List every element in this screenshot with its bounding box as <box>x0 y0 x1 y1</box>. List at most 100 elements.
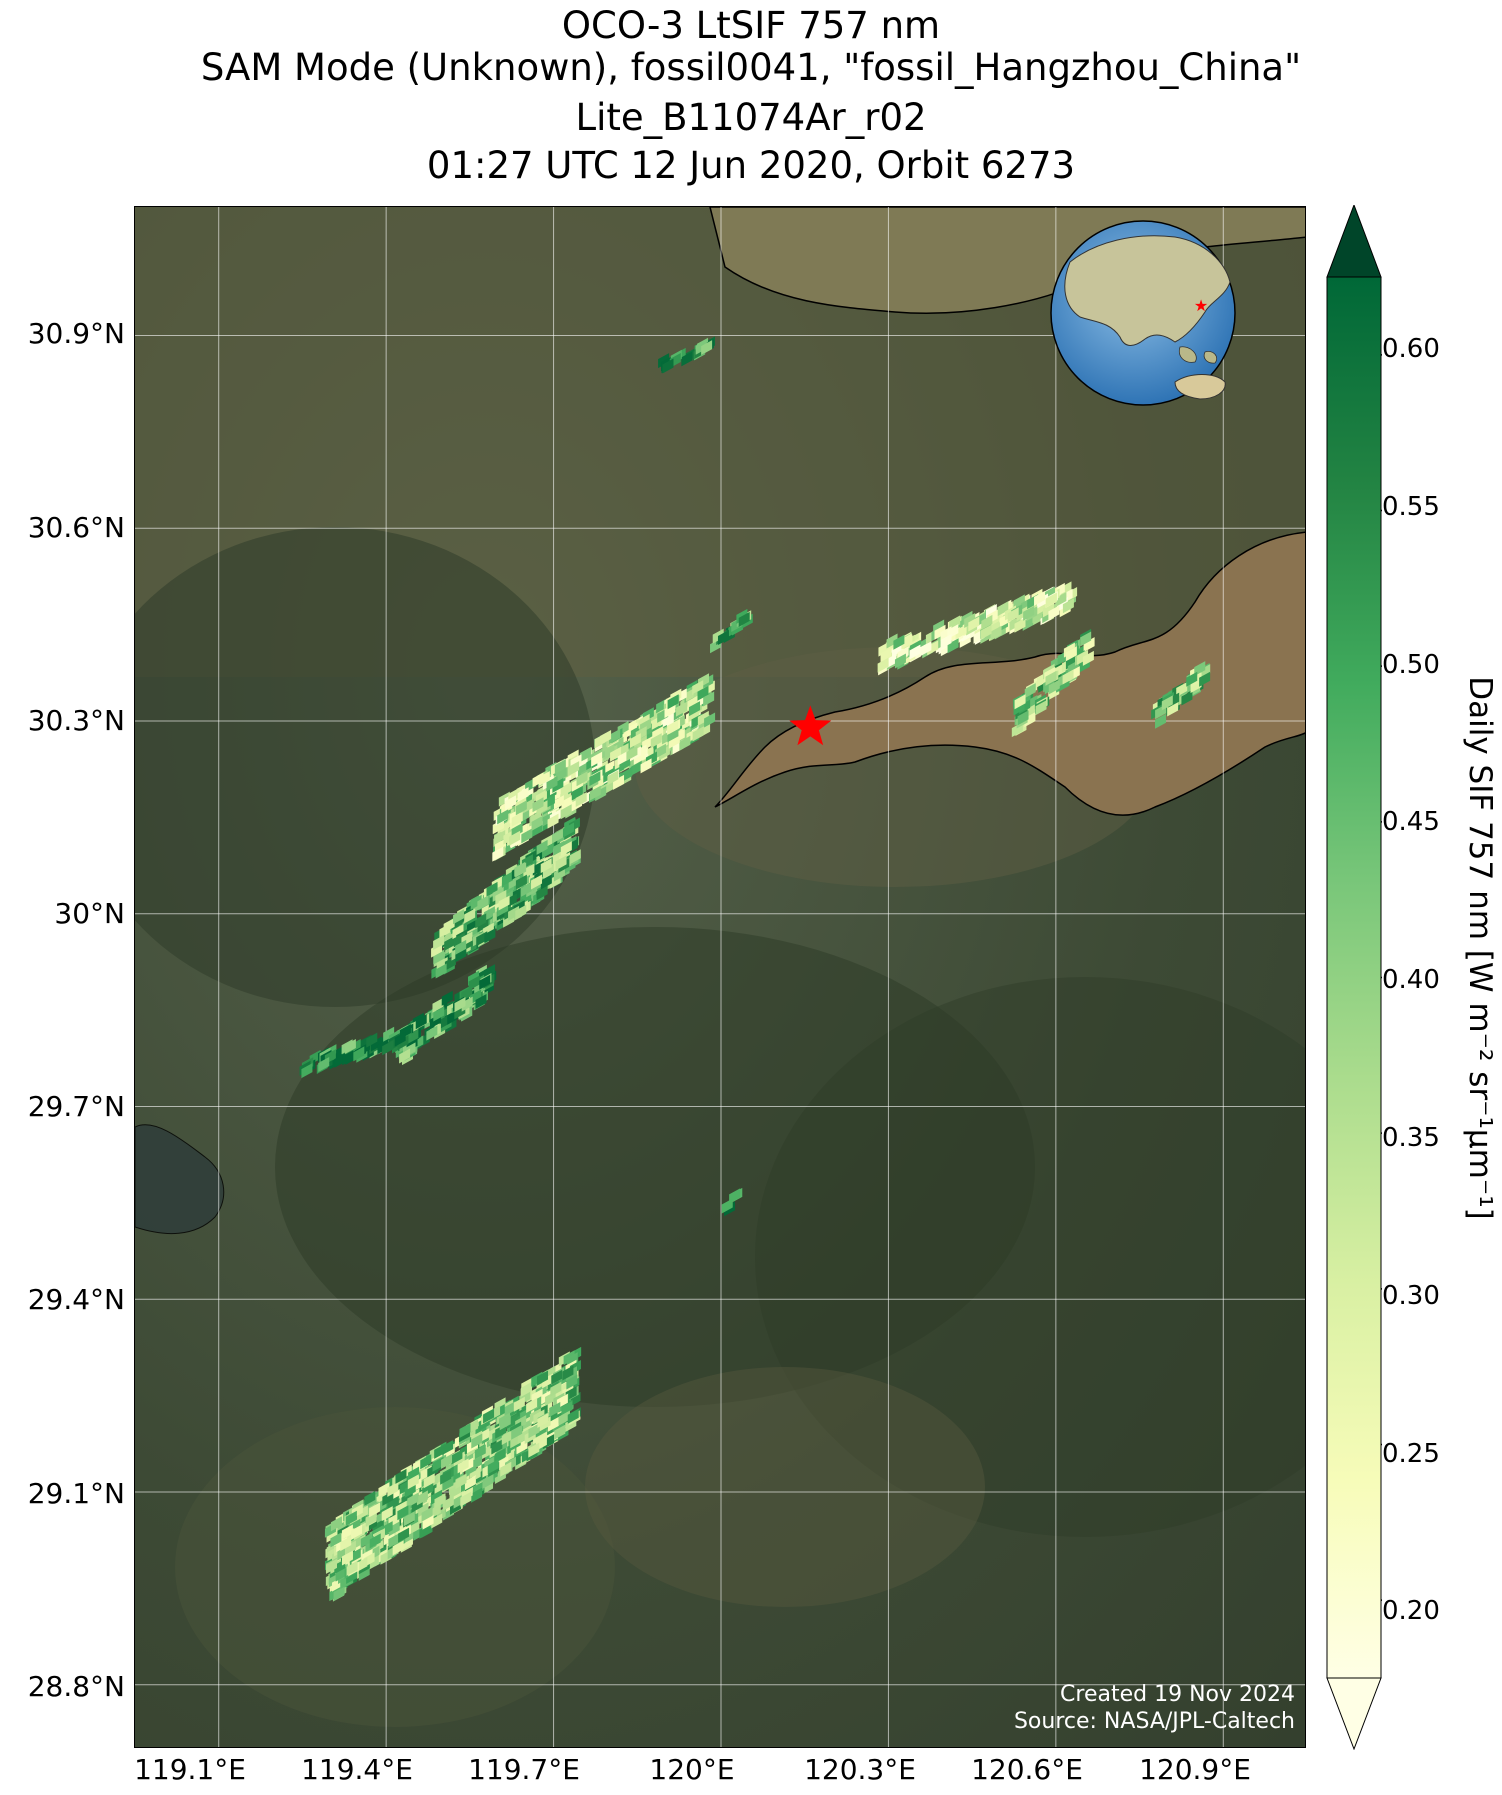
sif-cell <box>1042 602 1054 618</box>
sif-cell <box>345 1510 357 1526</box>
globe-marker-icon: ★ <box>1194 296 1208 315</box>
colorbar-gradient <box>1326 276 1382 1679</box>
sif-cell <box>589 771 601 787</box>
sif-cell <box>603 744 615 760</box>
sif-cell <box>441 1453 453 1469</box>
lat-tick-label: 28.8°N <box>27 1670 125 1703</box>
sif-cell <box>528 1442 540 1458</box>
sif-cell <box>607 770 619 786</box>
sif-cell <box>592 775 604 791</box>
sif-cell <box>344 1038 356 1054</box>
sif-cell <box>555 855 567 871</box>
colorbar-tick-label: 0.45 <box>1382 807 1440 837</box>
sif-cell <box>506 1414 518 1430</box>
sif-cell <box>697 685 709 701</box>
sif-cell <box>388 1521 400 1537</box>
sif-cell <box>1024 683 1036 699</box>
sif-cell <box>552 795 564 811</box>
sif-cell <box>662 712 674 728</box>
sif-cell <box>560 781 572 797</box>
sif-cell <box>408 1466 420 1482</box>
terrain-layer <box>135 207 1305 1727</box>
sif-cell <box>419 1523 431 1539</box>
inset-globe: ★ <box>1050 220 1236 406</box>
sif-cell <box>717 629 729 645</box>
sif-cell <box>474 1444 486 1460</box>
sif-cell <box>487 1459 499 1475</box>
sif-cell <box>387 1481 399 1497</box>
colorbar-ticks <box>1381 354 1382 1601</box>
sif-cell <box>566 1374 578 1390</box>
sif-cell <box>442 1495 454 1511</box>
globe-islands <box>1178 346 1218 364</box>
sif-cell <box>578 761 590 777</box>
sif-cell <box>335 1566 347 1582</box>
sif-cell <box>610 746 622 762</box>
sif-cell <box>407 1474 419 1490</box>
lon-tick-label: 120.6°E <box>971 1753 1083 1786</box>
sif-cell <box>501 817 513 833</box>
sif-cell <box>511 811 523 827</box>
sif-cell <box>531 874 543 890</box>
sif-cell <box>562 1365 574 1381</box>
sif-cell <box>621 767 633 783</box>
lon-tick-label: 120°E <box>649 1753 735 1786</box>
sif-cell <box>470 894 482 910</box>
sif-cell <box>440 1469 452 1485</box>
sif-cell <box>432 997 444 1013</box>
sif-cell <box>997 601 1009 617</box>
lat-tick-label: 29.7°N <box>27 1090 125 1123</box>
sif-cell <box>721 1198 733 1214</box>
sif-cell <box>505 795 517 811</box>
sif-cell <box>692 680 704 696</box>
lon-tick-label: 119.7°E <box>468 1753 580 1786</box>
lon-tick-label: 119.4°E <box>301 1753 413 1786</box>
sif-cell <box>433 1006 445 1022</box>
lon-tick-label: 119.1°E <box>134 1753 246 1786</box>
sif-cell <box>667 727 679 743</box>
sif-cell <box>475 993 487 1009</box>
sif-cell <box>531 815 543 831</box>
sif-cell <box>360 1532 372 1548</box>
sif-cell <box>553 840 565 856</box>
sif-cell <box>431 1489 443 1505</box>
sif-cell <box>484 928 496 944</box>
sif-cell <box>341 1550 353 1566</box>
sif-cell <box>516 1439 528 1455</box>
sif-cell <box>420 1454 432 1470</box>
sif-cell <box>351 1524 363 1540</box>
sif-cell <box>1062 598 1074 614</box>
sif-cell <box>464 908 476 924</box>
sif-cell <box>453 909 465 925</box>
target-marker[interactable] <box>789 705 832 746</box>
sif-cell <box>561 1400 573 1416</box>
sif-cell <box>738 611 750 627</box>
sif-cell <box>540 858 552 874</box>
sif-cell <box>483 1408 495 1424</box>
sif-cell <box>415 1014 427 1030</box>
sif-cell <box>955 624 967 640</box>
sif-cell <box>382 1040 394 1056</box>
sif-cell <box>1065 646 1077 662</box>
sif-cell <box>630 760 642 776</box>
sif-cell <box>494 1447 506 1463</box>
sif-cell <box>1055 592 1067 608</box>
map-panel[interactable]: ★ Created 19 Nov 2024 Source: NASA/JPL-C… <box>134 206 1306 1748</box>
colorbar-extend-min <box>1326 1677 1382 1750</box>
colorbar-label: Daily SIF 757 nm [W m⁻² sr⁻¹μm⁻¹] <box>1462 676 1498 1220</box>
sif-cell <box>397 1035 409 1051</box>
title-line-3: Lite_B11074Ar_r02 <box>575 96 927 139</box>
sif-cell <box>318 1056 330 1072</box>
lat-tick-label: 29.4°N <box>27 1283 125 1316</box>
target-star-icon[interactable] <box>789 705 832 746</box>
sif-cell <box>1199 671 1211 687</box>
sif-cell <box>441 990 453 1006</box>
sif-cell <box>394 1031 406 1047</box>
sif-cell <box>471 1487 483 1503</box>
sif-cell <box>508 874 520 890</box>
sif-cell <box>368 1555 380 1571</box>
sif-cell <box>1161 695 1173 711</box>
sif-cell <box>567 1408 579 1424</box>
sif-cell <box>600 730 612 746</box>
sif-cell <box>392 1540 404 1556</box>
